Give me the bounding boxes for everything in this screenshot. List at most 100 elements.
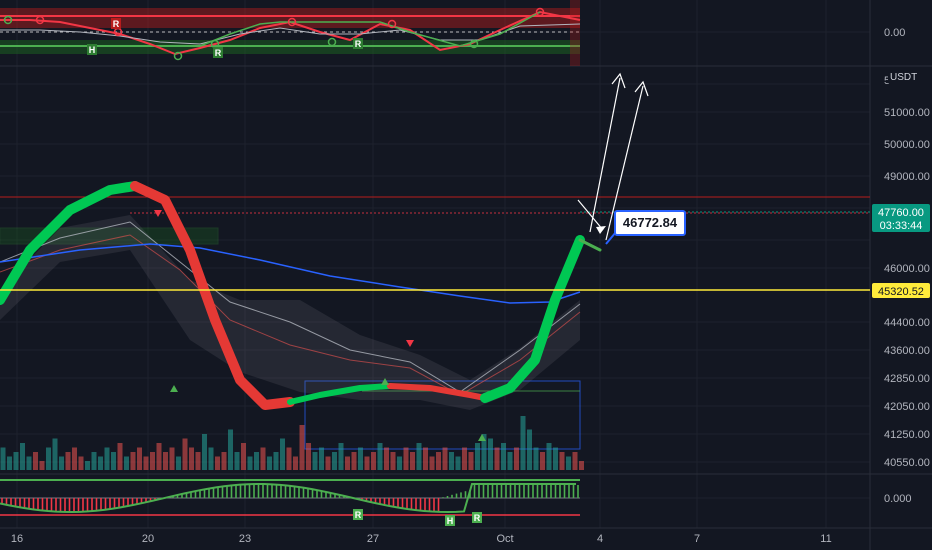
signal-triangle: [406, 340, 414, 347]
signal-triangle: [381, 378, 389, 385]
volume-bar: [475, 443, 480, 470]
volume-bar: [182, 438, 188, 470]
volume-bar: [247, 456, 253, 470]
volume-bar: [111, 452, 116, 470]
price-axis-label: 46000.00: [884, 263, 930, 275]
volume-bar: [195, 452, 201, 470]
volume-bar: [228, 429, 233, 470]
oscillator-signal-line: [199, 11, 541, 47]
volume-bar: [52, 438, 58, 470]
projection-arrow-up: [589, 77, 621, 233]
volume-bar: [280, 438, 285, 470]
projection-arrow-up: [605, 85, 644, 241]
oscillator-dot: [387, 19, 397, 29]
volume-bar: [13, 452, 19, 470]
volume-bar: [455, 456, 461, 470]
volume-bar: [325, 456, 331, 470]
price-axis-label: 42050.00: [884, 401, 930, 413]
volume-bar: [390, 452, 396, 470]
volume-bar: [202, 434, 207, 470]
volume-bar: [260, 447, 266, 470]
moving-average-fast: [0, 221, 581, 393]
histogram-marker: [472, 512, 482, 523]
histogram-wave-line: [0, 483, 576, 513]
trend-ribbon-up: [0, 181, 140, 305]
volume-bar: [98, 456, 103, 470]
volatility-band: [0, 215, 580, 410]
oscillator-axis-label: 0.00: [884, 27, 905, 39]
oscillator-dot: [469, 39, 479, 49]
volume-bar: [572, 452, 578, 470]
price-axis-label: 5: [884, 75, 890, 87]
time-axis-label: 7: [694, 533, 700, 545]
oscillator-marker: [87, 44, 97, 55]
oscillator-dot: [35, 15, 45, 25]
volume-bar: [520, 416, 526, 470]
oscillator-marker-text: R: [113, 19, 120, 29]
volume-bar: [254, 452, 259, 470]
volume-bar: [39, 461, 45, 470]
volume-bar: [33, 452, 38, 470]
key-level-tag: [872, 283, 930, 298]
signal-triangle: [170, 385, 178, 392]
volume-bar: [72, 447, 77, 470]
volume-bar: [533, 447, 539, 470]
volume-bar: [221, 452, 227, 470]
volume-bar: [176, 456, 181, 470]
volume-bar: [0, 447, 6, 470]
moving-average-mid: [0, 234, 581, 396]
trend-ribbon-projection: [578, 238, 602, 252]
trend-ribbon-down: [387, 383, 488, 401]
oscillator-marker-text: H: [89, 45, 96, 55]
volume-bar: [540, 452, 545, 470]
volume-bar: [468, 452, 474, 470]
volume-bar: [273, 452, 279, 470]
volume-bar: [117, 443, 123, 470]
histogram-marker-text: R: [355, 510, 362, 520]
oscillator-marker: [353, 38, 363, 49]
oscillator-dot: [327, 37, 337, 47]
volume-bar: [501, 443, 506, 470]
volume-bar: [351, 452, 357, 470]
oscillator-dot: [173, 51, 183, 61]
volume-bar: [46, 447, 51, 470]
volume-bar: [299, 425, 305, 470]
volume-bar: [397, 456, 402, 470]
oscillator-marker: [111, 18, 121, 29]
price-axis-label: 40550.00: [884, 457, 930, 469]
volume-bar: [429, 456, 435, 470]
volume-bar: [546, 443, 552, 470]
volume-bar: [507, 452, 513, 470]
volume-bar: [384, 447, 389, 470]
histogram-axis-label: 0.000: [884, 493, 912, 505]
volume-bar: [143, 456, 149, 470]
volume-bar: [436, 452, 441, 470]
volume-bar: [358, 447, 363, 470]
volume-bar: [7, 456, 12, 470]
volume-bar: [215, 456, 220, 470]
volume-bar: [553, 447, 558, 470]
volume-bar: [338, 443, 344, 470]
oscillator-marker-text: R: [355, 39, 362, 49]
volume-bar: [579, 461, 584, 470]
volume-bar: [345, 456, 350, 470]
time-axis-label: 11: [820, 533, 831, 545]
volume-bar: [410, 452, 415, 470]
volume-bar: [241, 443, 246, 470]
projection-arrow-head: [596, 226, 606, 234]
price-axis-label: 50000.00: [884, 139, 930, 151]
volume-bar: [293, 456, 298, 470]
volume-bar: [137, 447, 142, 470]
projection-arrow-down: [577, 199, 604, 231]
signal-triangle: [154, 210, 162, 217]
volume-bar: [156, 443, 162, 470]
volume-bar: [449, 452, 454, 470]
volume-bar: [566, 456, 571, 470]
trend-ribbon-up: [480, 235, 585, 403]
oscillator-marker: [213, 47, 223, 58]
time-axis-label: 23: [239, 533, 251, 545]
volume-bar: [462, 447, 467, 470]
volume-bar: [442, 447, 448, 470]
price-axis-label: 49000.00: [884, 171, 930, 183]
